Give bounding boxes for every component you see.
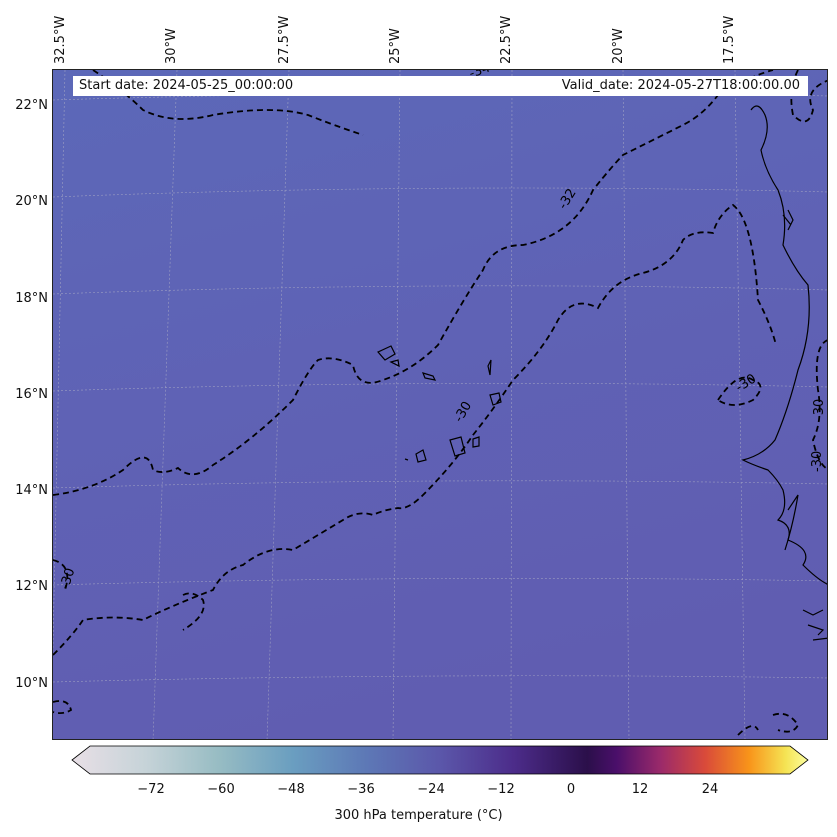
isotherm-minus30-coast [812, 339, 827, 470]
lat-label: 20°N [15, 194, 48, 209]
isotherm-minus30-east [717, 376, 762, 406]
isotherm-contours [53, 70, 827, 736]
colorbar-tick: −60 [207, 782, 235, 797]
isotherm-minus32 [92, 70, 364, 136]
contour-label: -34 [467, 70, 492, 82]
temperature-field [53, 70, 827, 739]
isotherm-minus30-south [53, 203, 777, 656]
africa-coast [741, 105, 827, 585]
lon-label: 22.5°W [499, 15, 514, 64]
colorbar-tick: −72 [137, 782, 165, 797]
contour-label: -30 [58, 566, 79, 591]
lon-label: 30°W [164, 28, 179, 64]
canary-islands [782, 209, 794, 231]
lat-label: 22°N [15, 98, 48, 113]
map-panel[interactable]: -32 -30 -30 -30 -30 -30 -34 [52, 69, 828, 740]
colorbar-label: 300 hPa temperature (°C) [334, 808, 503, 823]
lat-label: 16°N [15, 387, 48, 402]
colorbar-tick: 12 [631, 782, 649, 797]
lat-label: 10°N [15, 676, 48, 691]
isotherm-minus30-west [53, 559, 69, 591]
coastline [741, 105, 827, 641]
bijagos-islands [802, 609, 827, 641]
contour-label: -30 [810, 451, 825, 472]
colorbar-tick: 0 [566, 782, 576, 797]
lon-label: 20°W [611, 28, 626, 64]
colorbar-tick: −36 [347, 782, 375, 797]
valid-date: Valid_date: 2024-05-27T18:00:00.00 [561, 78, 800, 93]
start-date: Start date: 2024-05-25_00:00:00 [79, 78, 294, 93]
lon-label: 27.5°W [277, 15, 292, 64]
colorbar-tick: −48 [277, 782, 305, 797]
colorbar-tick: −12 [487, 782, 515, 797]
map-canvas: -32 -30 -30 -30 -30 -30 -34 [53, 70, 827, 739]
africa-coast-inner [784, 494, 799, 551]
date-banner: Start date: 2024-05-25_00:00:00 Valid_da… [73, 76, 808, 96]
isotherm-minus30-se [737, 712, 800, 736]
lat-label: 12°N [15, 579, 48, 594]
isotherm-minus30-north [53, 70, 774, 496]
colorbar-scale [71, 745, 809, 775]
contour-label: -30 [812, 399, 827, 420]
colorbar-tick: 24 [701, 782, 719, 797]
lat-label: 14°N [15, 483, 48, 498]
isotherm-minus30-sw [53, 700, 73, 715]
cape-verde-islands [377, 345, 502, 463]
lat-label: 18°N [15, 291, 48, 306]
lon-label: 25°W [388, 28, 403, 64]
lon-label: 32.5°W [53, 15, 68, 64]
colorbar [71, 745, 809, 775]
lon-label: 17.5°W [722, 15, 737, 64]
isotherm-minus30-loop [182, 592, 205, 631]
colorbar-tick: −24 [417, 782, 445, 797]
